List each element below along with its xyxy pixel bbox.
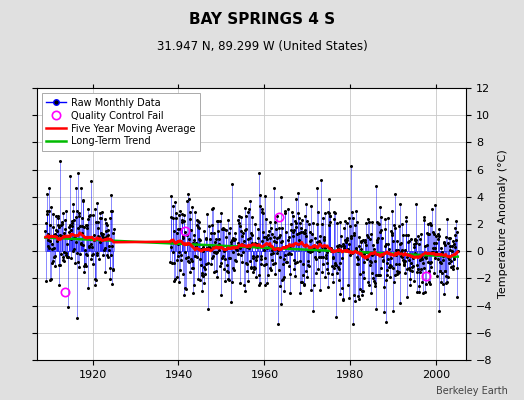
Y-axis label: Temperature Anomaly (°C): Temperature Anomaly (°C) bbox=[498, 150, 508, 298]
Text: 31.947 N, 89.299 W (United States): 31.947 N, 89.299 W (United States) bbox=[157, 40, 367, 53]
Text: BAY SPRINGS 4 S: BAY SPRINGS 4 S bbox=[189, 12, 335, 27]
Legend: Raw Monthly Data, Quality Control Fail, Five Year Moving Average, Long-Term Tren: Raw Monthly Data, Quality Control Fail, … bbox=[41, 93, 200, 151]
Text: Berkeley Earth: Berkeley Earth bbox=[436, 386, 508, 396]
